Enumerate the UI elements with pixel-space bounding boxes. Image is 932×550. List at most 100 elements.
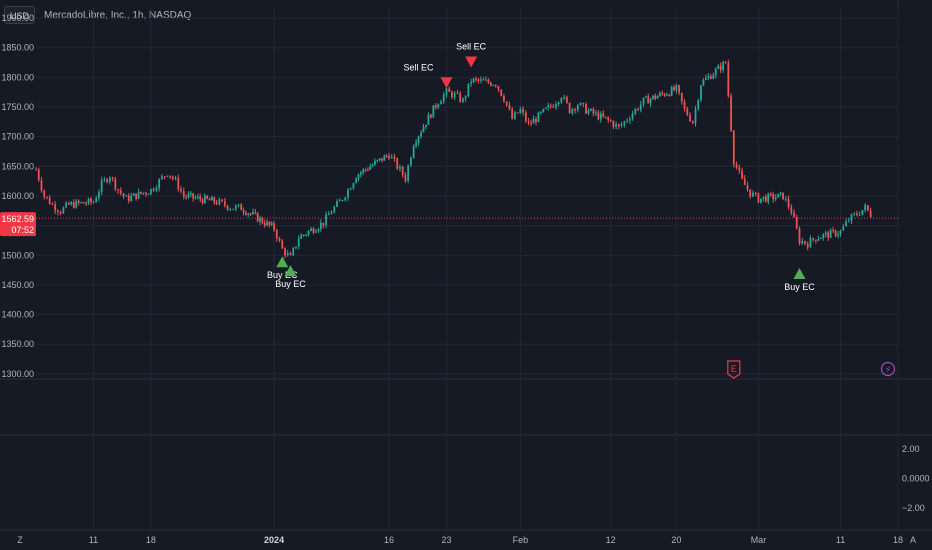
candle-body [795, 217, 798, 229]
candle-body [709, 76, 712, 79]
candle-body [65, 202, 68, 208]
candle-body [203, 195, 206, 204]
candle-body [470, 81, 473, 84]
candle-body [336, 201, 338, 207]
candle-body [869, 210, 872, 218]
footer-mark-left[interactable]: Z [17, 535, 23, 545]
candle-body [307, 230, 310, 235]
candle-body [278, 238, 281, 241]
y-tick-label: 1800.00 [1, 72, 34, 82]
candle-body [480, 79, 482, 81]
lightning-glyph: ⚡ [885, 366, 891, 376]
price-tag-countdown: 07:52 [11, 225, 34, 235]
candle-body [714, 68, 717, 75]
candle-body [686, 108, 689, 116]
candle-body [680, 92, 683, 102]
buy-signal-marker [276, 256, 289, 268]
candle-body [762, 196, 765, 199]
candle-body [35, 169, 37, 171]
candle-body [87, 198, 90, 204]
candle-body [289, 253, 292, 256]
candle-body [845, 221, 847, 227]
buy-signal-marker [793, 268, 806, 280]
indicator-tick-label: 2.00 [902, 444, 920, 454]
candle-body [642, 97, 645, 105]
y-tick-label: 1500.00 [1, 250, 34, 260]
candle-body [194, 197, 197, 199]
candle-body [54, 204, 57, 211]
candle-body [511, 109, 514, 119]
candle-body [487, 79, 490, 83]
candle-body [590, 108, 592, 111]
candle-body [707, 76, 710, 78]
candle-body [503, 95, 505, 102]
candle-body [425, 124, 427, 127]
candle-body [535, 118, 537, 122]
candle-body [152, 189, 155, 191]
candle-body [295, 246, 297, 249]
candle-body [37, 169, 40, 181]
currency-button[interactable]: USD [4, 6, 36, 24]
candle-body [842, 226, 845, 231]
candle-body [77, 200, 80, 203]
y-tick-label: 1750.00 [1, 102, 34, 112]
x-tick-label: 20 [671, 535, 681, 545]
candle-body [819, 237, 822, 240]
candle-body [70, 202, 73, 205]
candle-body [746, 185, 749, 190]
candle-body [422, 126, 425, 133]
candle-body [374, 161, 376, 165]
lightning-icon[interactable] [880, 361, 896, 377]
candle-body [568, 102, 571, 114]
candle-body [464, 96, 467, 99]
candle-body [489, 82, 492, 86]
candle-body [366, 169, 369, 171]
candle-body [772, 194, 775, 200]
candle-body [48, 197, 51, 205]
candle-body [668, 94, 671, 96]
candle-body [249, 213, 252, 215]
candle-body [180, 189, 182, 192]
candle-body [722, 61, 725, 71]
candle-body [412, 145, 415, 158]
event-markers[interactable]: E ⚡ [727, 360, 896, 379]
candle-body [760, 198, 762, 203]
earnings-flag-icon[interactable] [727, 360, 741, 379]
candle-body [670, 87, 673, 96]
candle-body [704, 77, 707, 80]
candle-body [812, 238, 815, 240]
candle-body [694, 108, 697, 124]
candle-body [401, 166, 404, 175]
candle-body [388, 155, 390, 159]
time-axis[interactable]: 11 18 2024 16 23 Feb 12 20 Mar 11 18 [89, 535, 903, 545]
candle-body [325, 214, 327, 226]
candle-body [754, 192, 757, 194]
candle-body [385, 155, 388, 157]
candle-body [532, 118, 535, 124]
footer-mark-right[interactable]: A [910, 535, 916, 545]
candle-body [617, 124, 620, 127]
candle-body [125, 195, 128, 197]
candle-body [557, 102, 560, 105]
candle-body [663, 93, 666, 96]
candle-body [122, 193, 125, 197]
candle-body [661, 92, 664, 94]
candle-body [735, 164, 738, 168]
candle-body [399, 166, 401, 169]
price-axis[interactable]: 1900.00 1850.00 1800.00 1750.00 1700.00 1650.… [1, 13, 34, 379]
candle-body [555, 104, 557, 108]
x-tick-label: 11 [836, 535, 845, 545]
candle-body [404, 174, 407, 181]
candle-body [537, 112, 540, 122]
candle-body [647, 96, 650, 104]
candle-body [51, 204, 54, 206]
y-tick-label: 1300.00 [1, 369, 34, 379]
candle-body [310, 228, 312, 231]
candle-body [847, 220, 850, 222]
candle-body [615, 124, 618, 127]
candle-body [302, 234, 305, 236]
candle-body [472, 78, 475, 82]
candle-body [371, 164, 374, 167]
candle-body [275, 229, 278, 239]
